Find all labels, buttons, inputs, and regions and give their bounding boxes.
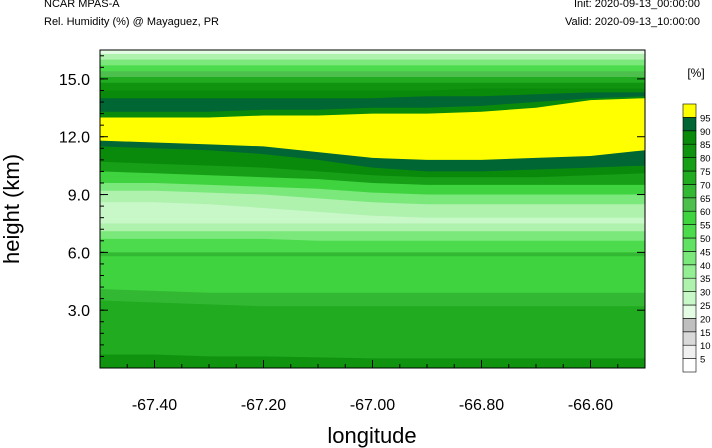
colorbar-swatch (682, 130, 697, 145)
colorbar-swatch (682, 304, 697, 319)
colorbar-swatch (682, 264, 697, 279)
colorbar-label: 30 (700, 288, 711, 299)
colorbar-label: 45 (700, 247, 711, 258)
x-tick-label: -66.80 (459, 397, 504, 414)
colorbar-label: 60 (700, 207, 711, 218)
x-tick-label: -67.40 (132, 397, 177, 414)
colorbar-swatch (682, 224, 697, 239)
colorbar-swatch (682, 184, 697, 199)
colorbar-label: 20 (700, 314, 711, 325)
y-tick-label: 15.0 (59, 72, 90, 89)
colorbar-label: 55 (700, 221, 711, 232)
colorbar-swatch (682, 237, 697, 252)
x-tick-label: -66.60 (568, 397, 613, 414)
model-title: NCAR MPAS-A (44, 0, 120, 10)
variable-title: Rel. Humidity (%) @ Mayaguez, PR (44, 16, 219, 28)
colorbar-swatch (682, 318, 697, 333)
x-tick-label: -67.00 (350, 397, 395, 414)
colorbar-unit: [%] (687, 66, 704, 80)
colorbar-label: 25 (700, 301, 711, 312)
x-axis: -67.40 -67.20 -67.00 -66.80 -66.60 (99, 360, 646, 414)
colorbar-swatch (682, 251, 697, 266)
y-axis-label: height (km) (0, 154, 24, 264)
humidity-contour-fills (100, 50, 645, 369)
colorbar-swatch (682, 277, 697, 292)
colorbar-label: 85 (700, 140, 711, 151)
colorbar-label: 35 (700, 274, 711, 285)
y-tick-label: 6.0 (68, 245, 90, 262)
colorbar-swatch (682, 197, 697, 212)
valid-time: Valid: 2020-09-13_10:00:00 (565, 16, 700, 28)
colorbar-swatch (682, 117, 697, 132)
colorbar: 5 10 15 20 25 30 35 40 45 50 55 60 65 70 75 80 85 90 95 (682, 103, 711, 373)
colorbar-swatch (682, 157, 697, 172)
colorbar-label: 65 (700, 194, 711, 205)
colorbar-label: 90 (700, 127, 711, 138)
init-time: Init: 2020-09-13_00:00:00 (574, 0, 700, 10)
y-axis: 3.0 6.0 9.0 12.0 15.0 (59, 55, 645, 357)
y-tick-label: 12.0 (59, 130, 90, 147)
x-axis-label: longitude (327, 423, 416, 448)
colorbar-swatch (682, 344, 697, 359)
colorbar-swatch (682, 143, 697, 158)
colorbar-label: 80 (700, 154, 711, 165)
colorbar-swatch (682, 358, 697, 373)
colorbar-label: 70 (700, 180, 711, 191)
rh-band-1 (100, 300, 645, 368)
y-tick-label: 9.0 (68, 188, 90, 205)
colorbar-swatch (682, 170, 697, 185)
colorbar-label: 15 (700, 328, 711, 339)
colorbar-swatch (682, 291, 697, 306)
x-tick-label: -67.20 (241, 397, 286, 414)
colorbar-swatch (682, 103, 697, 118)
y-tick-label: 3.0 (68, 303, 90, 320)
colorbar-label: 75 (700, 167, 711, 178)
colorbar-label: 95 (700, 113, 711, 124)
colorbar-label: 40 (700, 261, 711, 272)
colorbar-swatch (682, 331, 697, 346)
colorbar-swatch (682, 210, 697, 225)
colorbar-label: 5 (700, 355, 705, 366)
colorbar-label: 10 (700, 341, 711, 352)
colorbar-label: 50 (700, 234, 711, 245)
